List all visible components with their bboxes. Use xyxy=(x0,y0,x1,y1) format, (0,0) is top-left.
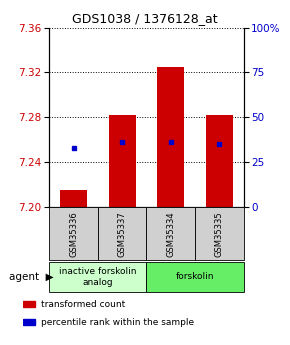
Text: GDS1038 / 1376128_at: GDS1038 / 1376128_at xyxy=(72,12,218,25)
Bar xyxy=(206,115,233,207)
Text: forskolin: forskolin xyxy=(176,272,214,282)
Text: percentile rank within the sample: percentile rank within the sample xyxy=(41,318,194,327)
Text: agent  ▶: agent ▶ xyxy=(9,272,53,282)
Bar xyxy=(109,115,135,207)
FancyBboxPatch shape xyxy=(146,207,195,260)
Bar xyxy=(23,319,35,325)
Text: inactive forskolin
analog: inactive forskolin analog xyxy=(59,267,137,287)
Bar xyxy=(23,301,35,307)
Text: GSM35337: GSM35337 xyxy=(118,211,127,257)
FancyBboxPatch shape xyxy=(195,207,244,260)
Text: transformed count: transformed count xyxy=(41,300,125,309)
Text: GSM35335: GSM35335 xyxy=(215,211,224,257)
FancyBboxPatch shape xyxy=(146,262,244,292)
FancyBboxPatch shape xyxy=(49,207,98,260)
FancyBboxPatch shape xyxy=(49,262,146,292)
FancyBboxPatch shape xyxy=(98,207,146,260)
Bar xyxy=(157,67,184,207)
Bar xyxy=(60,190,87,207)
Text: GSM35336: GSM35336 xyxy=(69,211,78,257)
Text: GSM35334: GSM35334 xyxy=(166,211,175,257)
